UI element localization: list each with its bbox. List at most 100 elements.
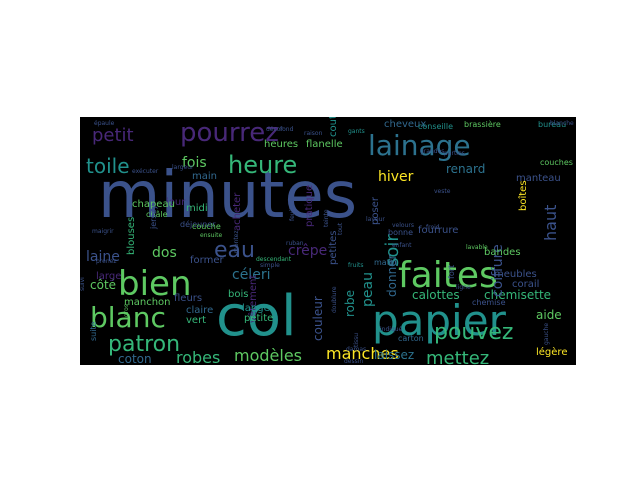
word-fleurs: fleurs (174, 293, 202, 304)
word-donner: donner (385, 254, 399, 297)
word-patron: patron (108, 332, 180, 357)
word-vert: vert (186, 315, 206, 326)
word-jersey: jersey (149, 204, 158, 230)
word-hiver: hiver (378, 169, 414, 185)
word-grandes: grandes (420, 148, 444, 155)
word-crepe: crêpe (288, 243, 327, 259)
word-coiffure: coiffure (490, 244, 506, 297)
word-blanche: blanche (550, 120, 574, 127)
word-petites: petites (328, 231, 339, 265)
word-robe: robe (343, 290, 357, 317)
word-flanelle: flanelle (306, 139, 343, 150)
word-boites: boîtes (517, 180, 529, 211)
word-tissu: tissu (353, 333, 360, 347)
word-lainage: lainage (368, 129, 471, 162)
word-velours: velours (392, 222, 414, 229)
word-laine: laine (86, 249, 120, 265)
word-pourrez: pourrez (180, 118, 279, 148)
word-eau: eau (214, 238, 255, 263)
word-largeur: largeur (172, 164, 194, 171)
word-blanc: blanc (90, 301, 166, 334)
word-calottes: calottes (412, 288, 460, 302)
word-bonne: bonne (388, 228, 413, 237)
word-toile: toile (86, 154, 130, 178)
word-couches: couches (540, 158, 573, 167)
word-couture: couture (328, 117, 339, 137)
word-cloud: minutes col faites papier lainage pourrez heur… (80, 117, 576, 365)
word-simple: simple (260, 262, 280, 269)
word-lange: lange (242, 303, 270, 314)
word-faites: faites (398, 255, 498, 296)
word-dessin: dessin (344, 358, 363, 365)
word-chapeau: chapeau (132, 199, 175, 210)
word-blouses: blouses (126, 217, 137, 255)
word-montez: montez (233, 230, 240, 253)
word-couleur: couleur (311, 296, 325, 341)
word-descendant: descendant (256, 256, 292, 263)
word-doublure: doublure (331, 286, 338, 313)
word-raison: raison (304, 130, 323, 137)
word-suite: suite (89, 321, 98, 341)
word-laissez: laissez (374, 348, 414, 362)
word-veste: veste (434, 188, 451, 195)
word-indique: indiqué (380, 326, 403, 333)
word-fort: fort (447, 265, 456, 279)
word-brassiere: brassière (464, 119, 501, 129)
word-bien: bien (118, 264, 192, 304)
word-enfant: enfant (392, 242, 412, 249)
word-fois: fois (182, 155, 207, 171)
word-papier: papier (372, 296, 507, 345)
word-chemise: chemise (472, 298, 506, 307)
word-modeles: modèles (234, 346, 302, 365)
word-jour: jour (165, 197, 186, 208)
word-manteau: manteau (516, 173, 561, 184)
word-celeri: céleri (232, 267, 270, 283)
word-feuilles: feuilles (289, 200, 296, 221)
word-cheveux: cheveux (384, 119, 426, 130)
word-damas: damas (346, 346, 366, 353)
word-cloud-canvas: minutescolfaitespapierlainagepourrezheur… (80, 117, 576, 365)
word-mettez: mettez (426, 348, 489, 365)
word-epaule: épaule (94, 120, 115, 127)
word-teinte: teinte (323, 209, 330, 227)
word-lavable: lavable (466, 244, 488, 251)
word-chale: châle (146, 210, 168, 219)
word-peau: peau (360, 272, 376, 307)
word-pouvez: pouvez (434, 320, 513, 345)
word-midi: midi (186, 203, 208, 214)
word-corail: corail (512, 279, 539, 290)
word-claire: claire (186, 305, 213, 316)
word-decor: décor (266, 126, 283, 133)
word-dejeuner: déjeuner (180, 219, 216, 229)
word-ruban: ruban (286, 240, 304, 247)
word-carton: carton (398, 334, 424, 343)
word-main: main (192, 171, 217, 182)
word-former: former (190, 255, 224, 266)
word-bandes: bandes (484, 247, 521, 258)
word-gants: gants (348, 128, 365, 135)
word-fond: fond (280, 126, 294, 133)
word-dos: dos (152, 245, 177, 261)
word-conseille: conseille (418, 122, 453, 131)
word-bois: bois (228, 289, 248, 300)
word-renard: renard (446, 162, 485, 176)
word-acheter: acheter (232, 192, 243, 231)
word-parties: parties (444, 150, 465, 157)
word-poser: poser (370, 196, 381, 225)
word-petit: petit (92, 125, 134, 146)
word-maigrir: maigrir (92, 228, 114, 235)
word-legere: légère (536, 346, 567, 358)
word-suivi: suivi (80, 277, 86, 291)
word-gros: gros (123, 304, 130, 317)
word-fourrure: fourrure (418, 225, 458, 236)
word-pratique: pratique (304, 185, 315, 227)
word-minutes: minutes (98, 159, 357, 233)
word-cote: côté (90, 278, 116, 292)
word-couche: couche (192, 222, 221, 231)
word-soir: soir (382, 234, 403, 267)
word-petite: petite (244, 313, 273, 324)
word-heures: heures (264, 139, 298, 150)
word-meubles: meubles (494, 269, 537, 280)
word-laveur: laveur (366, 216, 385, 223)
word-matin: matin (374, 258, 397, 267)
